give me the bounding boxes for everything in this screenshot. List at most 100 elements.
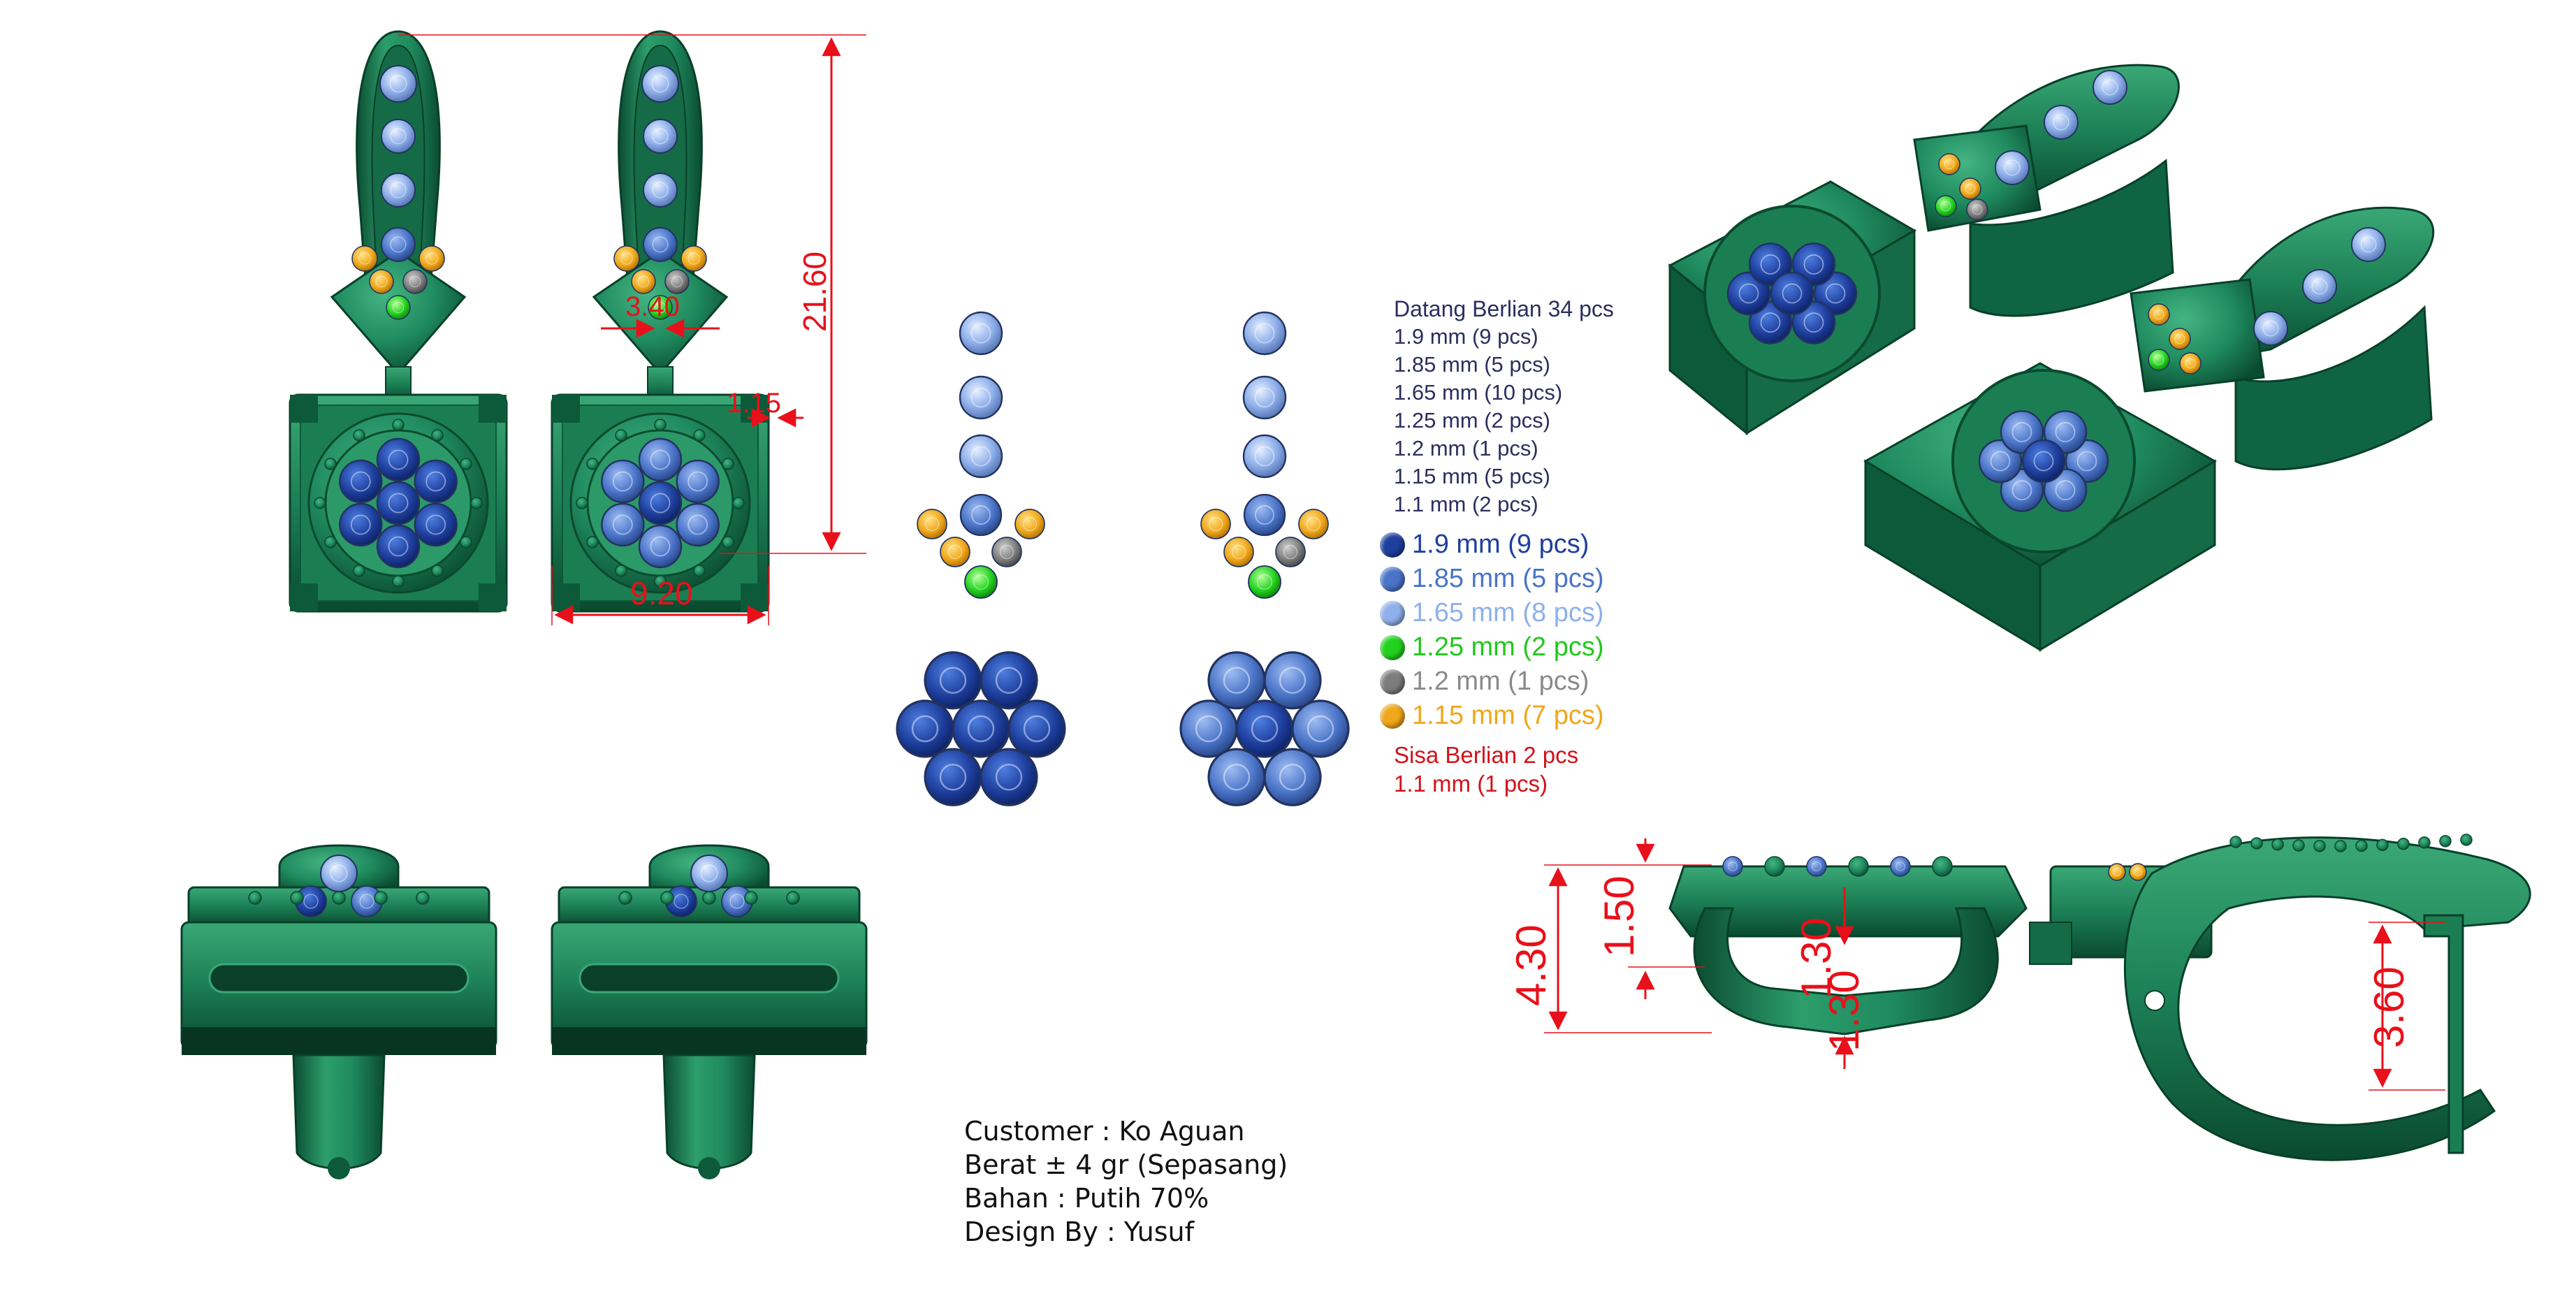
gemstone (1200, 509, 1231, 539)
legend-label: 1.25 mm (2 pcs) (1412, 632, 1604, 662)
gemstone (1966, 198, 1988, 221)
gemstone (2439, 835, 2452, 848)
gemstone-facet (388, 449, 409, 470)
gemstone (314, 497, 326, 509)
gemstone (1806, 856, 1827, 877)
gemstone-facet (924, 516, 940, 532)
gemstone (690, 854, 729, 893)
gemstone (643, 119, 678, 154)
gemstone-facet (612, 514, 633, 535)
gemstone (324, 536, 337, 548)
gemstone-facet (999, 544, 1014, 560)
gemstone (917, 509, 947, 539)
gemstone (324, 458, 337, 470)
stone-summary-item: 1.65 mm (10 pcs) (1394, 380, 1563, 405)
gemstone (2397, 837, 2410, 850)
gemstone (414, 459, 458, 504)
gemstone (1935, 195, 1957, 217)
gemstone (1248, 565, 1281, 599)
gemstone-facet (388, 493, 409, 514)
gemstone (959, 434, 1003, 479)
gemstone-facet (1940, 201, 1951, 212)
customer-line: Customer : Ko Aguan (964, 1116, 1245, 1147)
stone-summary-item: 1.25 mm (2 pcs) (1394, 408, 1550, 433)
gemstone (369, 269, 394, 294)
gemstone-facet (409, 275, 421, 288)
gemstone-facet (350, 514, 371, 535)
gemstone-facet (995, 764, 1023, 791)
gemstone (924, 748, 982, 806)
gemstone (1242, 375, 1287, 420)
gemstone-facet (1256, 574, 1273, 590)
gemstone-facet (1803, 312, 1824, 333)
stone-summary: Datang Berlian 34 pcs 1.9 mm (9 pcs) 1.8… (1394, 295, 1614, 518)
gemstone-facet (674, 894, 689, 909)
gemstone (660, 891, 674, 905)
stone-summary-item: 1.9 mm (9 pcs) (1394, 324, 1538, 349)
gemstone-facet (973, 574, 989, 590)
gemstone (376, 524, 421, 569)
gemstone (2253, 311, 2288, 346)
gemstone-facet (2153, 309, 2164, 320)
gemstone (402, 269, 428, 294)
remaining-item: 1.1 mm (1 pcs) (1394, 771, 1548, 797)
gemstone-facet (637, 275, 650, 288)
gemstone-facet (652, 182, 669, 198)
gemstone (615, 429, 627, 442)
gemstone-facet (2311, 278, 2328, 295)
gemstone-facet (967, 715, 995, 743)
gemstone-facet (1307, 715, 1334, 743)
gemstone-facet (2055, 480, 2076, 500)
gemstone-facet (1251, 715, 1279, 743)
perspective-view (1668, 64, 2435, 652)
legend-row: 1.15 mm (7 pcs) (1380, 699, 1604, 733)
gemstone (2271, 838, 2284, 851)
gemstone (1007, 699, 1066, 758)
perspective-stones (1726, 70, 2386, 512)
gemstone-facet (620, 252, 633, 265)
gemstone-facet (2360, 236, 2377, 253)
gemstone-facet (687, 471, 708, 492)
gemstone-facet (2185, 358, 2196, 369)
gemstone (339, 502, 383, 547)
dimension-lines-front (398, 34, 866, 625)
gemstone (959, 311, 1003, 356)
gemstone (1770, 271, 1814, 316)
gemstone (2355, 839, 2368, 852)
gemstone (641, 64, 680, 103)
gemstone (2376, 838, 2389, 852)
dim-side-low: 1.30 (1821, 970, 1868, 1052)
gemstone (1243, 493, 1286, 537)
gemstone (2351, 227, 2386, 262)
gemstone-facet (650, 536, 671, 557)
gemstone-facet (1254, 387, 1275, 408)
gemstone (431, 429, 444, 442)
gemstone (460, 458, 472, 470)
gemstone-facet (359, 894, 374, 909)
gemstone-facet (1990, 451, 2011, 472)
gemstone-facet (1895, 862, 1905, 871)
gemstone-facet (1231, 544, 1246, 560)
gemstone (601, 502, 645, 547)
gemstone-facet (1279, 667, 1307, 694)
dim-hook-height: 3.60 (2366, 966, 2413, 1048)
gemstone (2169, 328, 2191, 350)
dim-side-total: 4.30 (1508, 924, 1555, 1006)
gemstone (392, 575, 405, 588)
gemstone-facet (389, 75, 407, 93)
dimension-lines-profile (1544, 838, 2445, 1091)
legend-row: 1.25 mm (2 pcs) (1380, 630, 1604, 664)
dim-side-mid: 1.30 (1793, 917, 1840, 999)
gemstone-facet (650, 493, 671, 514)
gemstone-facet (970, 387, 991, 408)
legend-label: 1.15 mm (7 pcs) (1412, 701, 1604, 730)
remaining-title: Sisa Berlian 2 pcs (1394, 742, 1579, 768)
stone-color-legend: 1.9 mm (9 pcs) 1.85 mm (5 pcs) 1.65 mm (… (1380, 528, 1604, 733)
gemstone (1298, 509, 1329, 539)
gemstone-facet (1803, 254, 1824, 275)
gemstone (2302, 269, 2337, 304)
gemstone-facet (651, 75, 669, 93)
gemstone (676, 502, 720, 547)
gemstone-facet (1255, 505, 1274, 525)
gemstone-facet (654, 301, 667, 314)
